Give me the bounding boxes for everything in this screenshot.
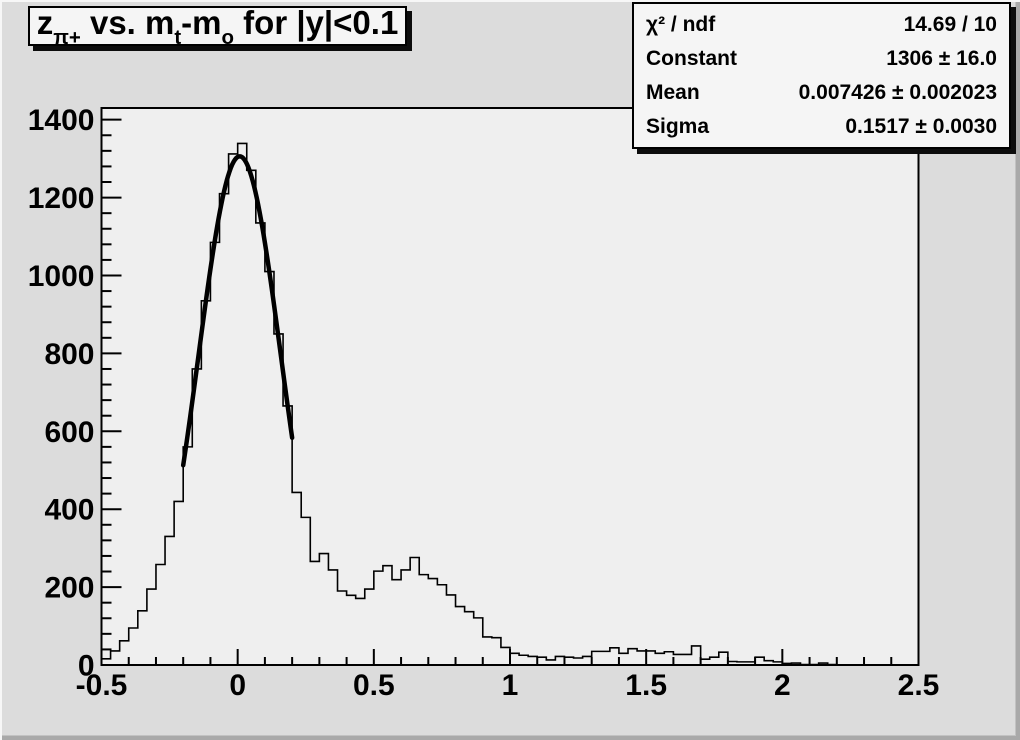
y-axis-label: 200 — [44, 572, 94, 605]
stats-param-label: Mean — [646, 80, 700, 104]
stats-param-value: 0.1517 ± 0.0030 — [845, 114, 997, 138]
title-box: zπ+ vs. mt-mo for |y|<0.1 — [28, 4, 407, 50]
stats-row: χ² / ndf 14.69 / 10 — [634, 14, 1009, 35]
x-axis-label: -0.5 — [76, 669, 128, 702]
stats-param-label: Sigma — [646, 114, 710, 138]
title-subscript: π+ — [53, 26, 81, 50]
x-axis-label: 2.5 — [898, 669, 940, 702]
x-axis-label: 0.5 — [353, 669, 395, 702]
histogram-step-line — [100, 142, 919, 666]
gaussian-fit-curve — [180, 154, 295, 468]
y-axis-label: 600 — [44, 416, 94, 449]
x-axis-label: 0 — [229, 669, 246, 702]
x-axis-label: 1.5 — [625, 669, 667, 702]
stats-row: Sigma 0.1517 ± 0.0030 — [634, 116, 1009, 137]
stats-param-value: 0.007426 ± 0.002023 — [798, 80, 997, 104]
y-axis-label: 0 — [78, 650, 95, 683]
y-axis-label: 800 — [44, 338, 94, 371]
y-axis-label: 1400 — [28, 104, 95, 137]
x-axis-label: 2 — [774, 669, 791, 702]
plot-title: zπ+ vs. mt-mo for |y|<0.1 — [36, 4, 399, 50]
title-subscript: t — [174, 26, 182, 50]
plot-frame — [100, 107, 920, 666]
stats-param-value: 14.69 / 10 — [903, 13, 997, 37]
stats-param-value: 1306 ± 16.0 — [886, 47, 997, 71]
y-axis-label: 1000 — [28, 260, 95, 293]
stats-row: Mean 0.007426 ± 0.002023 — [634, 82, 1009, 103]
x-axis-label: 1 — [502, 669, 519, 702]
y-axis-label: 400 — [44, 494, 94, 527]
y-axis-label: 1200 — [28, 182, 95, 215]
stats-param-label: χ² / ndf — [646, 13, 716, 37]
fit-stats-box: χ² / ndf 14.69 / 10 Constant 1306 ± 16.0 Mea… — [632, 2, 1011, 149]
stats-param-label: Constant — [646, 47, 737, 71]
title-subscript: o — [221, 26, 234, 50]
stats-row: Constant 1306 ± 16.0 — [634, 48, 1009, 69]
